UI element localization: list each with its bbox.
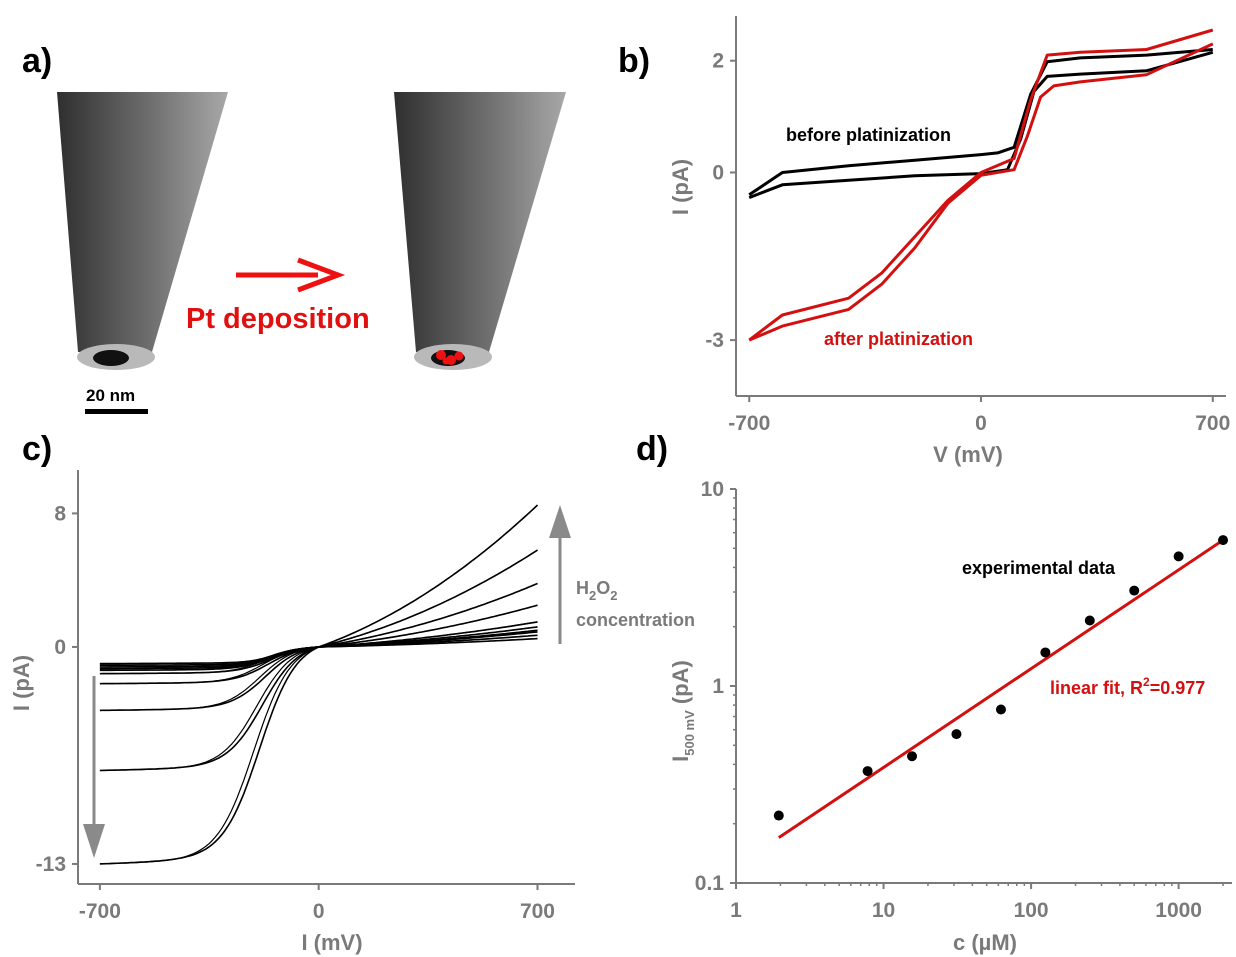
data-point	[1218, 535, 1229, 546]
chart-b-x-label: V (mV)	[933, 442, 1003, 467]
panel-c: c) I (mV) I (pA) H2O2 concentration -700…	[9, 430, 695, 955]
data-point	[907, 751, 918, 762]
chart-d-x-tick-label: 10	[872, 899, 895, 922]
panel-b-letter: b)	[618, 42, 650, 80]
chart-b-y-tick-label: 2	[712, 50, 724, 73]
iv-curve	[99, 504, 539, 865]
scale-bar: 20 nm	[85, 386, 148, 414]
chart-b: V (mV) I (pA) before platinization after…	[668, 16, 1230, 467]
data-point	[1173, 551, 1184, 562]
after-platinization-curve-forward	[748, 42, 1214, 342]
concentration-label: concentration	[576, 610, 695, 630]
linear-fit-label: linear fit, R2=0.977	[1050, 675, 1205, 698]
chart-d: c (µM) I500 mV (pA) experimental data li…	[668, 478, 1232, 955]
nanopipette-tip-after	[394, 92, 566, 370]
chart-c-y-tick-label: -13	[36, 853, 66, 876]
chart-c-x-tick-label: 0	[313, 900, 325, 923]
chart-d-x-tick-label: 1000	[1155, 899, 1202, 922]
pipette-orifice-before	[93, 350, 129, 366]
platinum-particle	[442, 357, 450, 365]
chart-c-x-label: I (mV)	[301, 930, 362, 955]
data-point	[1084, 615, 1095, 626]
iv-curve-return	[99, 638, 538, 665]
increase-arrow-up	[549, 505, 571, 644]
chart-c-y-tick-label: 8	[54, 502, 66, 525]
nanopipette-tip-before	[57, 92, 228, 370]
chart-b-x-tick-label: 0	[975, 412, 987, 435]
iv-curve-return	[99, 604, 538, 685]
panel-c-letter: c)	[22, 430, 52, 468]
chart-b-y-label: I (pA)	[668, 159, 693, 215]
pipette-body-before	[57, 92, 228, 352]
data-point	[995, 704, 1006, 715]
arrow-down-icon	[83, 824, 105, 858]
linear-fit-line	[777, 538, 1224, 839]
increase-arrow-down	[83, 676, 105, 858]
pipette-body-after	[394, 92, 566, 352]
deposition-arrow	[236, 257, 346, 293]
h2o2-label: H2O2	[576, 578, 617, 603]
chart-c: I (mV) I (pA) H2O2 concentration -700 0 70…	[9, 470, 695, 955]
panel-d-letter: d)	[636, 430, 668, 468]
chart-c-x-tick-label: -700	[79, 900, 121, 923]
iv-curve-return	[99, 549, 538, 772]
chart-c-x-tick-label: 700	[520, 900, 555, 923]
platinum-particle	[436, 350, 446, 360]
data-point	[862, 766, 873, 777]
iv-curve	[99, 549, 538, 772]
chart-d-y-tick-label: 1	[712, 675, 724, 698]
scale-bar-label: 20 nm	[86, 386, 135, 405]
iv-curve	[99, 604, 538, 685]
iv-curve-return	[99, 634, 538, 666]
chart-d-x-label: c (µM)	[953, 930, 1017, 955]
platinum-particle	[454, 351, 464, 361]
chart-b-x-tick-label: 700	[1195, 412, 1230, 435]
after-platinization-curve-reverse	[748, 28, 1214, 342]
chart-d-y-label: I500 mV (pA)	[668, 660, 697, 762]
data-point	[773, 810, 784, 821]
before-platinization-label: before platinization	[786, 125, 951, 145]
panel-a-letter: a)	[22, 42, 52, 80]
chart-d-x-tick-label: 100	[1014, 899, 1049, 922]
chart-b-y-tick-label: -3	[705, 329, 724, 352]
before-platinization-curve-reverse	[748, 48, 1213, 197]
chart-d-y-tick-label: 10	[701, 478, 724, 501]
experimental-data-label: experimental data	[962, 558, 1116, 578]
panel-d: d) c (µM) I500 mV (pA) experimental data…	[636, 430, 1232, 955]
scale-bar-line	[85, 409, 148, 414]
panel-a: a) 20 nm Pt deposition	[22, 42, 566, 414]
chart-c-y-label: I (pA)	[9, 655, 34, 711]
data-point	[1040, 647, 1051, 658]
iv-curve-return	[99, 504, 538, 865]
panel-b: b) V (mV) I (pA) before platinization af…	[618, 16, 1230, 467]
data-point	[951, 729, 962, 740]
arrow-head-icon	[297, 257, 346, 293]
chart-d-y-tick-label: 0.1	[695, 872, 725, 895]
chart-b-x-tick-label: -700	[728, 412, 770, 435]
after-platinization-label: after platinization	[824, 329, 973, 349]
chart-b-y-tick-label: 0	[712, 161, 724, 184]
chart-c-y-tick-label: 0	[54, 636, 66, 659]
chart-d-x-tick-label: 1	[730, 899, 742, 922]
data-point	[1129, 585, 1140, 596]
arrow-up-icon	[549, 505, 571, 538]
deposition-label: Pt deposition	[186, 303, 370, 335]
